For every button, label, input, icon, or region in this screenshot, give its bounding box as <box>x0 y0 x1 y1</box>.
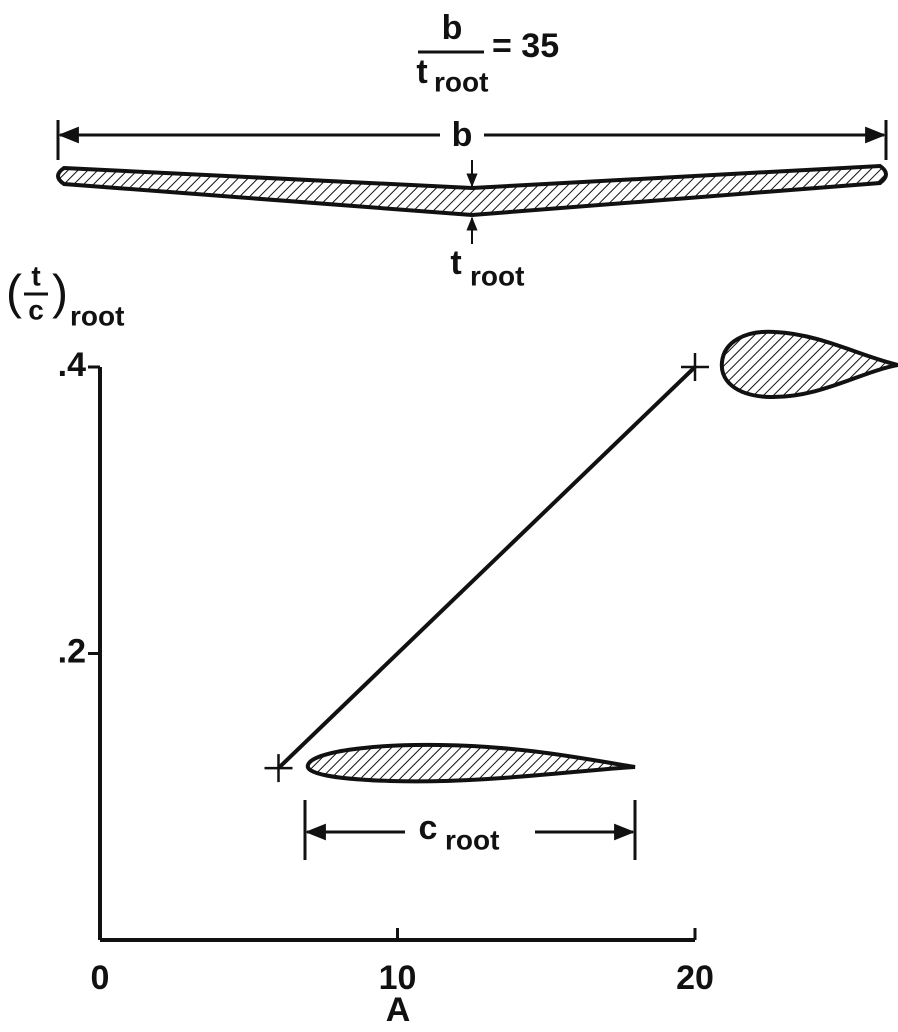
ratio-value: = 35 <box>492 27 559 65</box>
thin-airfoil <box>308 745 635 782</box>
thickness-label: t <box>450 244 461 282</box>
paren: ) <box>52 267 68 320</box>
x-tick-label: 10 <box>379 959 417 997</box>
x-tick-label: 20 <box>676 959 714 997</box>
data-line <box>279 367 696 768</box>
y-label-numerator: t <box>31 260 40 291</box>
y-tick-label: .2 <box>58 632 86 670</box>
thickness-subscript: root <box>470 260 524 291</box>
y-label-subscript: root <box>70 300 124 331</box>
thick-airfoil <box>722 332 898 397</box>
ratio-subscript: root <box>434 66 488 97</box>
span-label: b <box>452 116 473 154</box>
y-tick-label: .4 <box>58 346 86 384</box>
figure: b t root = 35 b t root ( t c ) root c ro… <box>0 0 898 1032</box>
x-tick-label: 0 <box>91 959 110 997</box>
chord-subscript: root <box>445 824 499 855</box>
paren: ( <box>6 267 22 320</box>
y-label-denominator: c <box>28 294 44 325</box>
ratio-denominator: t <box>416 53 427 91</box>
ratio-numerator: b <box>442 9 463 47</box>
chord-label: c <box>419 809 438 847</box>
